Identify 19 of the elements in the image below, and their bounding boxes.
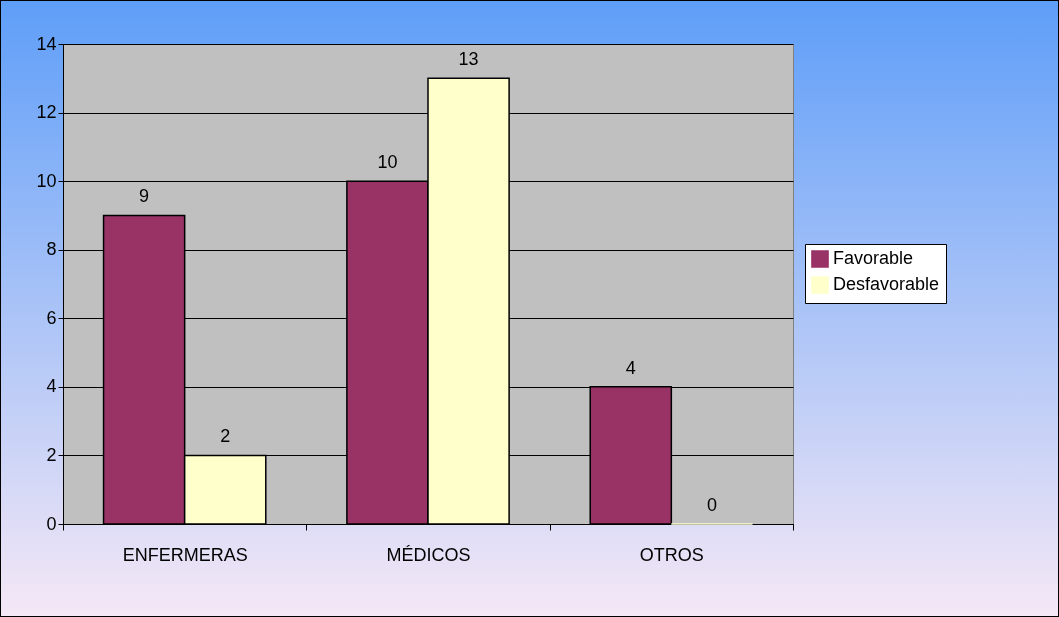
data-label: 13 — [458, 49, 479, 70]
y-tick-label: 10 — [36, 170, 57, 191]
x-tick-label: OTROS — [639, 544, 704, 565]
y-tick-label: 0 — [46, 513, 57, 534]
data-label: 2 — [220, 426, 231, 447]
x-tick-label: MÉDICOS — [386, 544, 471, 565]
y-tick-label: 6 — [46, 307, 57, 328]
y-tick-label: 2 — [46, 444, 57, 465]
legend-label: Favorable — [833, 248, 914, 268]
y-tick-label: 4 — [46, 376, 57, 397]
data-label: 4 — [625, 357, 636, 378]
data-label: 9 — [139, 186, 150, 207]
y-tick-label: 8 — [46, 239, 57, 260]
data-label: 0 — [706, 495, 717, 515]
y-tick-label: 12 — [36, 102, 57, 123]
x-tick-label: ENFERMERAS — [122, 544, 248, 565]
y-tick-label: 14 — [36, 33, 57, 54]
data-label: 10 — [377, 152, 398, 173]
legend-label: Desfavorable — [833, 274, 940, 294]
